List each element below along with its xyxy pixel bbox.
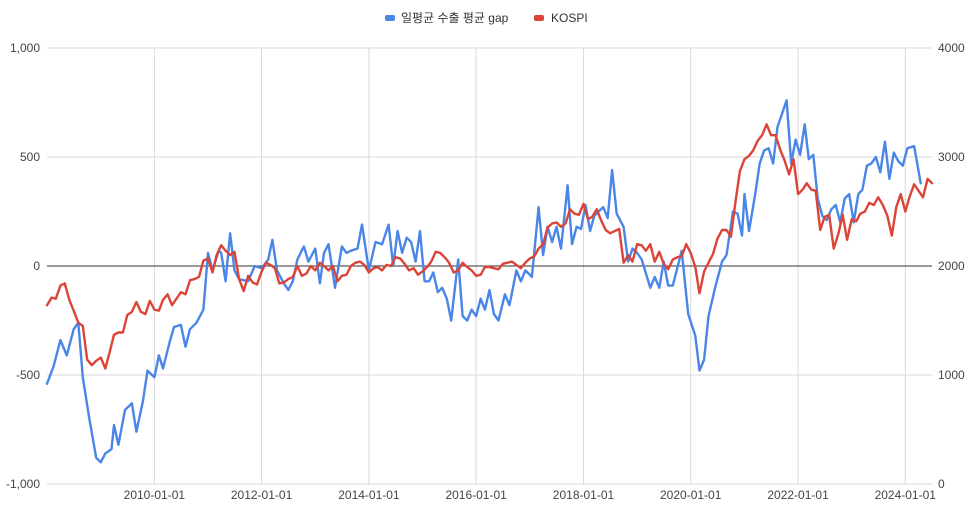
legend-label-export-gap: 일평균 수출 평균 gap [401, 11, 509, 25]
series-line-export-gap [47, 100, 921, 462]
y-right-tick-label: 4000 [938, 41, 965, 55]
y-right-tick-label: 0 [938, 477, 945, 491]
x-tick-label: 2010-01-01 [124, 488, 186, 502]
legend: 일평균 수출 평균 gap KOSPI [385, 11, 588, 25]
y-right-tick-label: 1000 [938, 368, 965, 382]
y-left-tick-label: 1,000 [10, 41, 40, 55]
x-axis: 2010-01-01 2012-01-01 2014-01-01 2016-01-01… [124, 488, 937, 502]
right-y-axis: 4000 3000 2000 1000 0 [938, 41, 965, 491]
series-layer [47, 100, 932, 462]
x-tick-label: 2020-01-01 [660, 488, 722, 502]
x-tick-label: 2022-01-01 [767, 488, 829, 502]
x-tick-label: 2014-01-01 [338, 488, 400, 502]
y-left-tick-label: 500 [20, 150, 40, 164]
legend-swatch-kospi [534, 15, 544, 21]
legend-swatch-export-gap [385, 15, 395, 21]
x-tick-label: 2018-01-01 [553, 488, 615, 502]
x-tick-label: 2012-01-01 [231, 488, 293, 502]
x-tick-label: 2016-01-01 [445, 488, 507, 502]
y-left-tick-label: -1,000 [6, 477, 40, 491]
y-right-tick-label: 2000 [938, 259, 965, 273]
x-tick-label: 2024-01-01 [875, 488, 937, 502]
y-right-tick-label: 3000 [938, 150, 965, 164]
y-left-tick-label: 0 [33, 259, 40, 273]
y-left-tick-label: -500 [16, 368, 40, 382]
left-y-axis: 1,000 500 0 -500 -1,000 [6, 41, 40, 491]
legend-label-kospi: KOSPI [551, 11, 588, 25]
series-line-kospi [47, 124, 932, 368]
